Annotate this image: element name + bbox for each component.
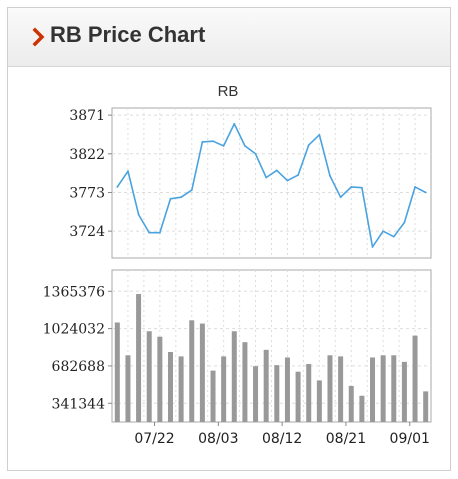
- volume-bar: [359, 395, 365, 422]
- volume-bar: [348, 385, 354, 422]
- price-point: [116, 186, 119, 188]
- price-point: [414, 186, 416, 188]
- volume-bar: [242, 342, 248, 422]
- volume-bar: [178, 356, 184, 422]
- price-point: [180, 196, 183, 199]
- volume-bar: [401, 361, 407, 422]
- price-point: [137, 213, 140, 216]
- price-point: [307, 144, 310, 147]
- price-point: [286, 179, 289, 182]
- x-tick-label: 08/03: [198, 431, 238, 447]
- volume-bar: [316, 380, 322, 422]
- line-y-tick-label: 3724: [69, 224, 105, 240]
- price-point: [244, 144, 246, 147]
- bar-y-tick-label: 1024032: [43, 322, 105, 338]
- volume-bar: [189, 320, 195, 422]
- price-point: [371, 246, 374, 248]
- price-point: [201, 141, 204, 143]
- volume-bar: [221, 356, 227, 422]
- price-point: [212, 140, 214, 143]
- volume-bar: [114, 322, 120, 422]
- panel-title: RB Price Chart: [50, 22, 206, 47]
- volume-bar: [274, 365, 280, 422]
- price-point: [190, 189, 193, 192]
- volume-bar: [146, 331, 152, 422]
- volume-bar: [157, 336, 163, 422]
- price-point: [297, 174, 299, 177]
- line-y-tick-label: 3822: [69, 147, 105, 163]
- line-chart-title: RB: [218, 83, 239, 100]
- volume-bar: [391, 355, 397, 422]
- price-point: [329, 174, 331, 177]
- x-tick-label: 09/01: [390, 431, 430, 447]
- volume-bar: [306, 364, 312, 422]
- price-point: [339, 196, 342, 199]
- volume-bar: [125, 355, 131, 422]
- price-point: [158, 231, 161, 234]
- price-point: [403, 221, 406, 224]
- x-tick-label: 08/12: [262, 431, 302, 447]
- volume-bar: [253, 366, 259, 422]
- volume-bar: [231, 331, 237, 422]
- volume-bar: [199, 323, 205, 422]
- x-tick-label: 07/22: [134, 431, 174, 447]
- volume-bar: [167, 352, 173, 422]
- price-point: [382, 230, 385, 233]
- price-point: [254, 152, 257, 155]
- bar-y-tick-label: 1365376: [43, 284, 105, 300]
- volume-bar: [423, 391, 429, 422]
- price-point: [360, 186, 363, 189]
- price-point: [392, 235, 395, 238]
- volume-bar: [295, 371, 301, 422]
- price-point: [318, 133, 321, 136]
- bar-y-tick-label: 341344: [52, 396, 106, 412]
- price-point: [127, 170, 129, 173]
- price-point: [233, 122, 236, 125]
- bar-y-tick-label: 682688: [52, 359, 105, 375]
- volume-bar: [210, 370, 216, 422]
- price-point: [148, 231, 151, 234]
- price-point: [265, 176, 268, 179]
- price-line: [116, 123, 427, 248]
- volume-bar: [263, 349, 269, 422]
- price-point: [169, 197, 172, 200]
- price-point: [275, 169, 278, 172]
- volume-bar: [136, 294, 142, 422]
- volume-bar: [284, 357, 290, 422]
- line-y-tick-label: 3773: [69, 185, 105, 201]
- volume-bar: [370, 357, 376, 422]
- panel-header: RB Price Chart: [8, 8, 450, 67]
- volume-bar: [338, 356, 344, 422]
- price-point: [222, 144, 225, 147]
- volume-bar: [380, 355, 386, 422]
- x-tick-label: 08/21: [326, 431, 366, 447]
- volume-bar: [327, 355, 333, 422]
- chevron-right-icon: [32, 27, 45, 47]
- price-point: [350, 186, 353, 188]
- line-y-tick-label: 3871: [69, 108, 105, 124]
- price-point: [424, 191, 427, 194]
- volume-bar: [412, 335, 418, 422]
